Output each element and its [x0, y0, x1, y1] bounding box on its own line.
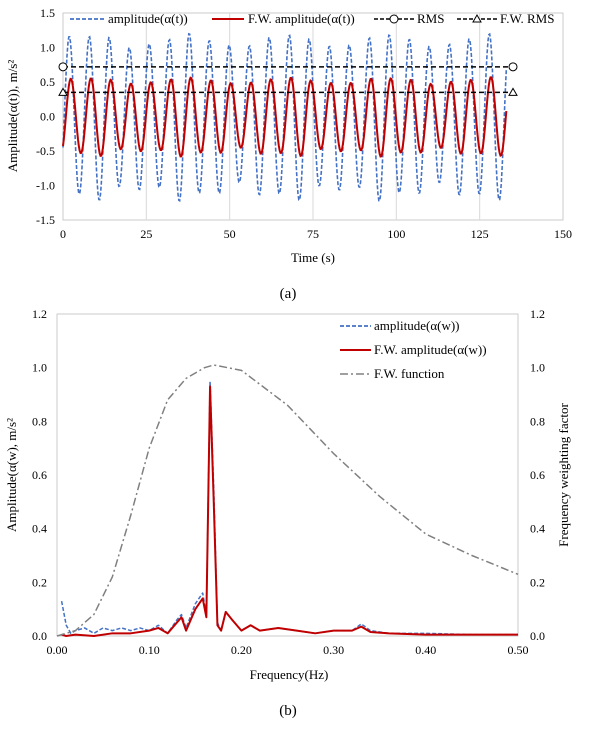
y-tick-label-b: 1.0: [32, 361, 47, 375]
y-tick-label-b: 0.2: [32, 575, 47, 589]
chart-time-domain: 0 25 50 75 100 125 150 -1.5 -1.0 -0.5 0.0 0.5 1.0 1.…: [5, 6, 572, 265]
x-ticks-b: 0.00 0.10 0.20 0.30 0.40 0.50: [47, 643, 529, 657]
chart-frequency-domain: 0.00 0.10 0.20 0.30 0.40 0.50 0.0 0.2 0.4 0.6 0.8…: [4, 307, 571, 682]
x-tick-label-b: 0.50: [508, 643, 529, 657]
rms-marker: [508, 62, 518, 72]
y2-tick-label-b: 1.2: [530, 307, 545, 321]
caption-b: (b): [279, 703, 297, 719]
y-tick-label-a: -1.0: [36, 179, 55, 193]
y2-tick-label-b: 0.2: [530, 575, 545, 589]
y-tick-label-b: 0.0: [32, 629, 47, 643]
series-line-fw-amplitude-w: [61, 385, 518, 637]
y2-ticks-b: 0.0 0.2 0.4 0.6 0.8 1.0 1.2: [530, 307, 545, 643]
y-ticks-b: 0.0 0.2 0.4 0.6 0.8 1.0 1.2: [32, 307, 47, 643]
x-tick-label-b: 0.30: [323, 643, 344, 657]
legend-label-rms: RMS: [417, 11, 444, 26]
y-tick-label-a: 0.0: [40, 110, 55, 124]
y2-tick-label-b: 0.4: [530, 522, 545, 536]
y2-tick-label-b: 1.0: [530, 361, 545, 375]
x-tick-label-b: 0.40: [415, 643, 436, 657]
legend-marker-rms: [389, 14, 399, 24]
y-tick-label-a: 0.5: [40, 75, 55, 89]
x-axis-label-a: Time (s): [291, 250, 335, 265]
legend-a: amplitude(α(t)) F.W. amplitude(α(t)) RMS…: [70, 11, 554, 26]
fw-rms-marker: [508, 87, 518, 96]
caption-a: (a): [280, 286, 297, 302]
y-tick-label-b: 0.8: [32, 414, 47, 428]
y2-axis-label-b: Frequency weighting factor: [556, 403, 571, 547]
legend-label-fw-amplitude-w: F.W. amplitude(α(w)): [374, 342, 487, 357]
fw-rms-marker: [58, 87, 68, 96]
x-tick-label-b: 0.10: [139, 643, 160, 657]
x-tick-label-a: 125: [471, 227, 489, 241]
y-tick-label-a: 1.5: [40, 6, 55, 20]
y-tick-label-b: 1.2: [32, 307, 47, 321]
y2-tick-label-b: 0.6: [530, 468, 545, 482]
y-tick-label-b: 0.6: [32, 468, 47, 482]
series-line-fw-amplitude: [62, 76, 508, 158]
x-tick-label-b: 0.20: [231, 643, 252, 657]
x-tick-label-a: 50: [224, 227, 236, 241]
rms-marker: [58, 62, 68, 72]
series-line-fw-function: [56, 364, 519, 637]
legend-label-fw-function: F.W. function: [374, 366, 445, 381]
series-group-a: [58, 32, 518, 203]
plot-area-b: [56, 313, 519, 637]
y-axis-label-a: Amplitude(α(t)), m/s²: [5, 60, 20, 173]
x-tick-label-a: 0: [60, 227, 66, 241]
y-tick-label-a: 1.0: [40, 41, 55, 55]
y2-tick-label-b: 0.0: [530, 629, 545, 643]
legend-label-amplitude: amplitude(α(t)): [108, 11, 188, 26]
y-tick-label-a: -1.5: [36, 213, 55, 227]
legend-marker-fw-rms: [472, 13, 482, 23]
y2-tick-label-b: 0.8: [530, 414, 545, 428]
y-ticks-a: -1.5 -1.0 -0.5 0.0 0.5 1.0 1.5: [36, 6, 55, 227]
x-tick-label-a: 25: [140, 227, 152, 241]
y-tick-label-b: 0.4: [32, 522, 47, 536]
legend-label-amplitude-w: amplitude(α(w)): [374, 318, 460, 333]
x-tick-label-b: 0.00: [47, 643, 68, 657]
x-tick-label-a: 100: [387, 227, 405, 241]
y-axis-label-b: Amplitude(α(w), m/s²: [4, 418, 19, 532]
legend-b: amplitude(α(w)) F.W. amplitude(α(w)) F.W…: [340, 318, 487, 381]
series-group-b: [56, 364, 519, 637]
y-tick-label-a: -0.5: [36, 144, 55, 158]
x-tick-label-a: 150: [554, 227, 572, 241]
x-axis-label-b: Frequency(Hz): [250, 667, 329, 682]
legend-label-fw-rms: F.W. RMS: [500, 11, 554, 26]
legend-label-fw-amplitude: F.W. amplitude(α(t)): [248, 11, 355, 26]
series-line-amplitude: [62, 32, 508, 203]
x-tick-label-a: 75: [307, 227, 319, 241]
x-ticks-a: 0 25 50 75 100 125 150: [60, 227, 572, 241]
